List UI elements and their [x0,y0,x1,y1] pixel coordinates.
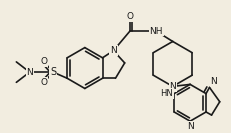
Text: N: N [210,77,216,86]
Text: N: N [109,46,116,55]
Text: O: O [126,12,133,21]
Text: S: S [50,67,56,77]
Text: N: N [186,122,193,131]
Text: HN: HN [160,89,172,98]
Text: O: O [40,78,47,87]
Text: O: O [40,57,47,66]
Text: NH: NH [149,27,162,36]
Text: N: N [169,82,175,91]
Text: N: N [26,68,33,77]
